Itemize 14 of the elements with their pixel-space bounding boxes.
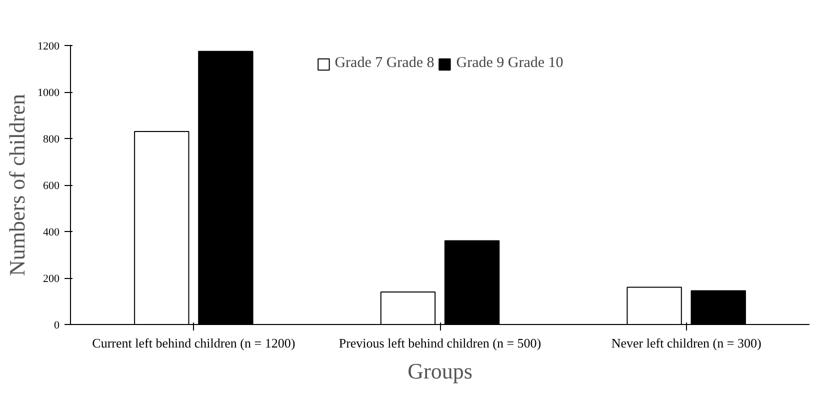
x-axis-title: Groups [408,358,472,384]
legend-label: Grade 9 Grade 10 [456,55,564,72]
y-tick-label: 600 [43,180,60,192]
y-tick-label: 400 [43,226,60,238]
y-tick-label: 800 [43,134,60,146]
legend-label: Grade 7 Grade 8 [334,55,434,72]
y-tick-label: 200 [43,273,60,285]
y-tick-label: 1200 [38,40,60,52]
x-tick-label: Current left behind children (n = 1200) [92,336,296,350]
y-tick-label: 0 [54,320,60,332]
y-axis-title: Numbers of children [4,94,30,276]
y-tick-label: 1000 [38,87,60,99]
x-tick-label: Previous left behind children (n = 500) [338,336,542,350]
x-tick-label: Never left children (n = 300) [611,336,762,350]
